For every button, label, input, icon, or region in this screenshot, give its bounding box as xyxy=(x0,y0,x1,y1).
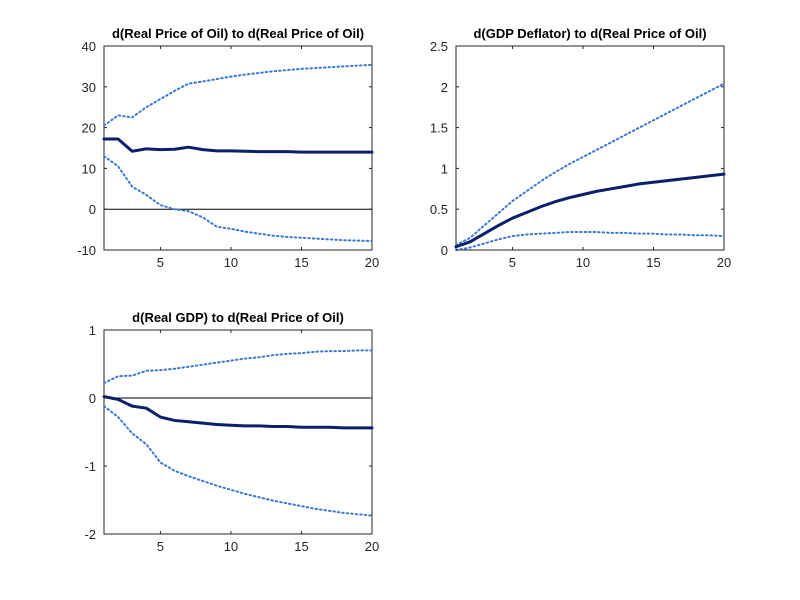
lower-confidence-band xyxy=(103,155,373,243)
x-tick-label: 5 xyxy=(157,539,164,554)
x-tick-label: 15 xyxy=(646,255,660,270)
upper-confidence-band xyxy=(103,63,373,127)
chart-title: d(Real Price of Oil) to d(Real Price of … xyxy=(112,26,364,41)
y-tick-label: 20 xyxy=(82,121,96,136)
y-tick-label: 40 xyxy=(82,39,96,54)
y-tick-label: 0.5 xyxy=(430,202,448,217)
x-tick-label: 20 xyxy=(717,255,731,270)
axes-box xyxy=(455,45,725,251)
axes-box xyxy=(103,329,373,535)
impulse-response-line xyxy=(454,172,726,249)
impulse-response-line xyxy=(102,137,374,154)
impulse-response-line xyxy=(102,395,374,430)
y-tick-label: 0 xyxy=(89,391,96,406)
y-tick-label: 1 xyxy=(441,161,448,176)
subplot-deflator-to-oil: d(GDP Deflator) to d(Real Price of Oil) … xyxy=(430,26,731,270)
x-tick-label: 15 xyxy=(294,539,308,554)
x-tick-label: 10 xyxy=(576,255,590,270)
y-tick-label: 0 xyxy=(441,243,448,258)
x-tick-label: 15 xyxy=(294,255,308,270)
lower-confidence-band xyxy=(455,231,725,251)
lower-confidence-band xyxy=(103,405,373,517)
subplot-gdp-to-oil: d(Real GDP) to d(Real Price of Oil) 5 10 1… xyxy=(84,310,379,554)
y-tick-label: -2 xyxy=(84,527,96,542)
y-tick-label: -10 xyxy=(77,243,96,258)
chart-title: d(GDP Deflator) to d(Real Price of Oil) xyxy=(473,26,706,41)
y-tick-label: 1.5 xyxy=(430,121,448,136)
x-tick-label: 5 xyxy=(509,255,516,270)
x-tick-label: 20 xyxy=(365,539,379,554)
x-tick-label: 20 xyxy=(365,255,379,270)
x-tick-label: 5 xyxy=(157,255,164,270)
y-tick-label: 1 xyxy=(89,323,96,338)
y-tick-label: 10 xyxy=(82,161,96,176)
y-tick-label: 30 xyxy=(82,80,96,95)
chart-title: d(Real GDP) to d(Real Price of Oil) xyxy=(132,310,344,325)
x-tick-label: 10 xyxy=(224,539,238,554)
y-tick-label: 2.5 xyxy=(430,39,448,54)
x-tick-label: 10 xyxy=(224,255,238,270)
upper-confidence-band xyxy=(103,349,373,385)
y-tick-label: 0 xyxy=(89,202,96,217)
y-tick-label: 2 xyxy=(441,80,448,95)
upper-confidence-band xyxy=(455,82,725,247)
subplot-oil-to-oil: d(Real Price of Oil) to d(Real Price of … xyxy=(77,26,379,270)
y-tick-label: -1 xyxy=(84,459,96,474)
